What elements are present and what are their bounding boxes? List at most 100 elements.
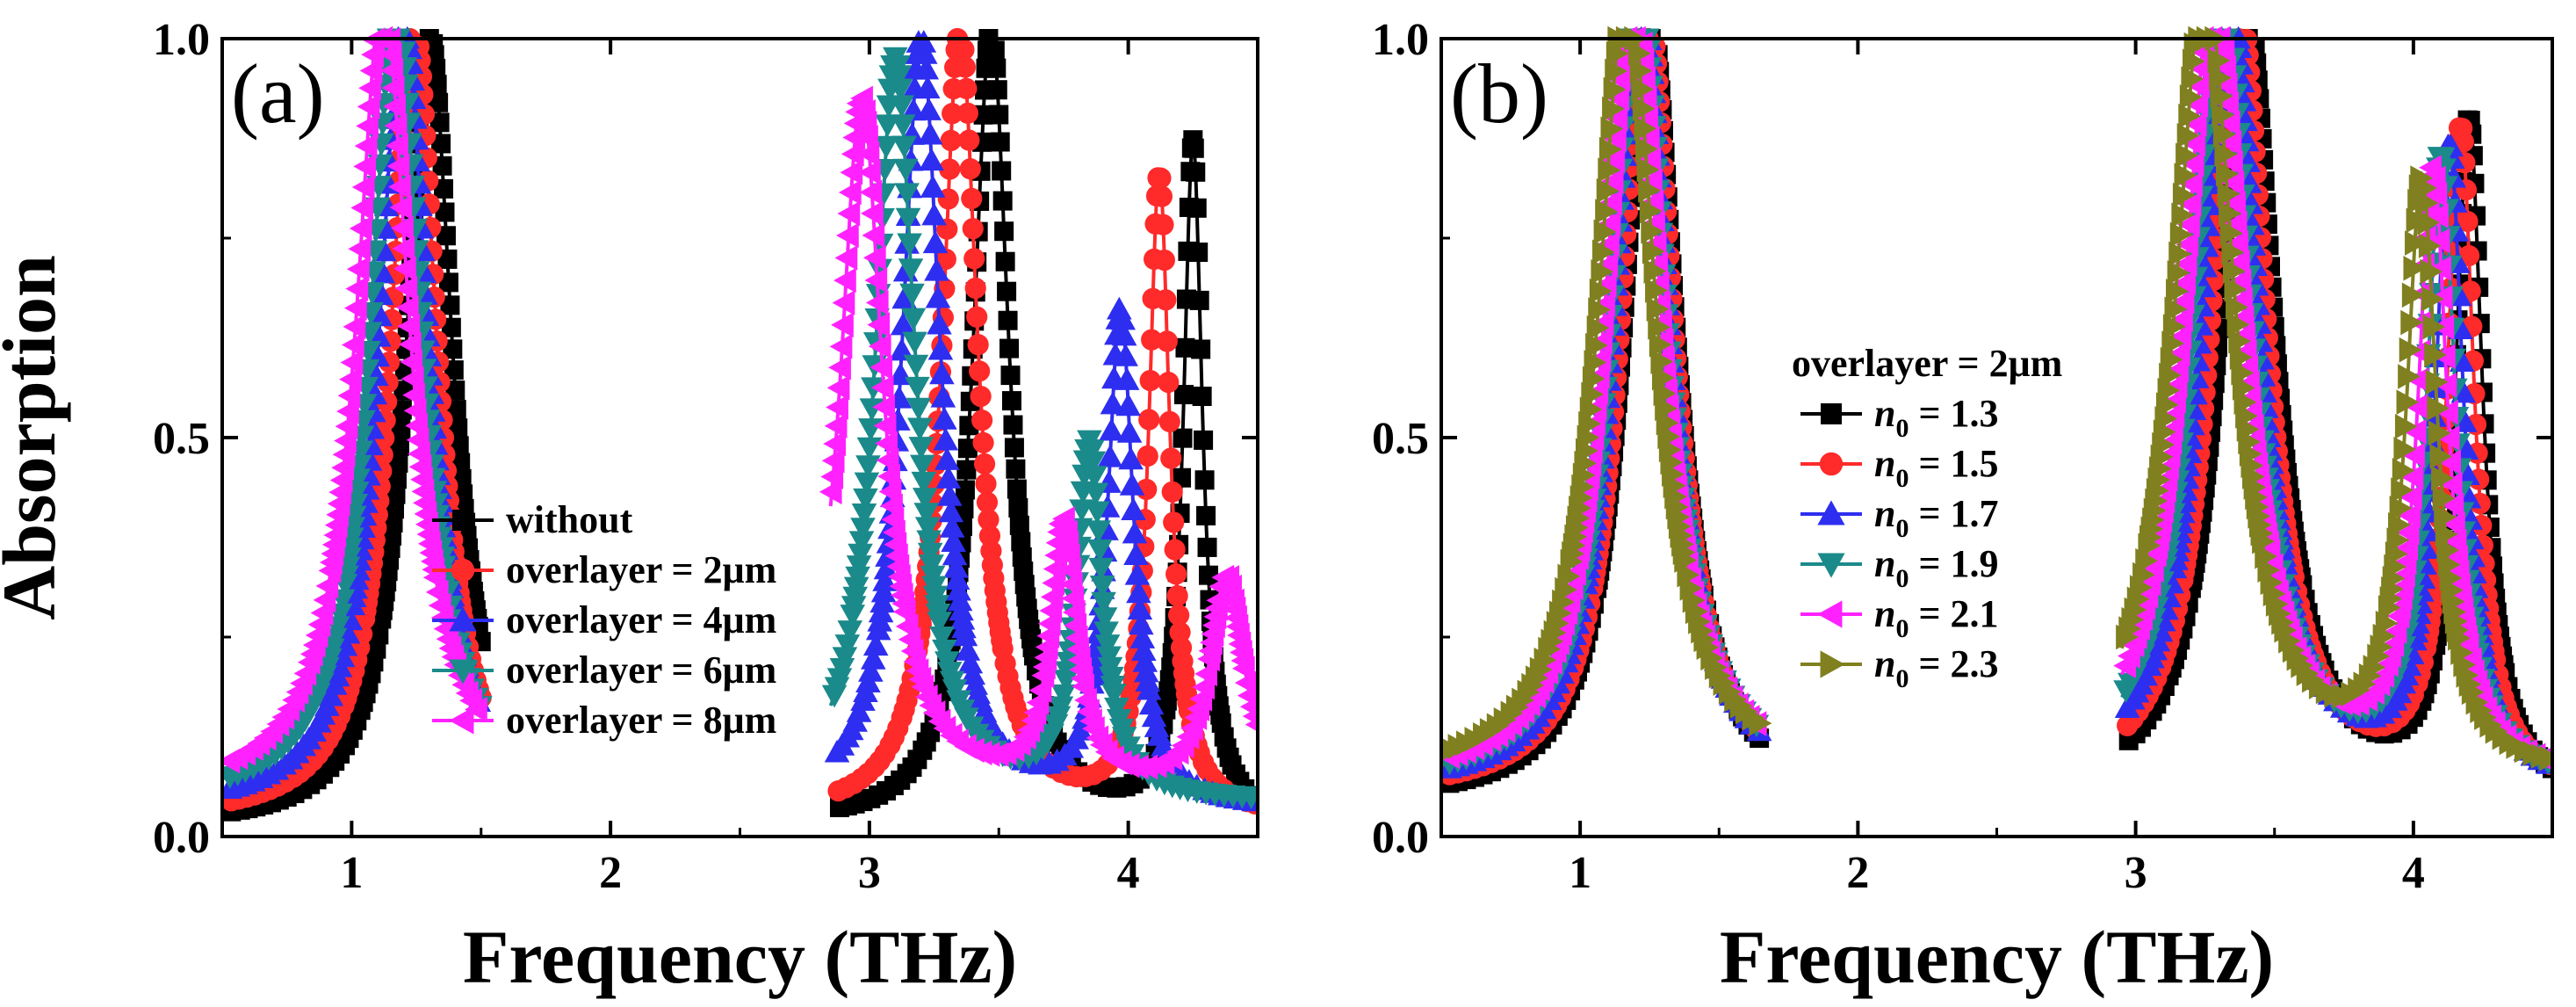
x-tick-label: 4	[2402, 848, 2425, 898]
data-point	[900, 308, 927, 331]
data-point	[2178, 192, 2202, 218]
data-point	[465, 697, 487, 722]
data-point	[335, 413, 358, 439]
data-point	[1091, 591, 1116, 615]
data-point	[1088, 557, 1114, 581]
legend-label-sub: 0	[1895, 564, 1909, 593]
data-point	[383, 93, 406, 120]
data-point	[1164, 539, 1186, 561]
data-point	[1093, 621, 1119, 645]
data-point	[1188, 243, 1209, 263]
data-point	[848, 531, 875, 554]
data-point	[1152, 214, 1174, 235]
data-point	[357, 94, 380, 120]
x-tick-label: 2	[1846, 848, 1869, 898]
data-point	[2389, 496, 2413, 521]
data-point	[855, 455, 881, 479]
data-point	[961, 187, 983, 210]
data-point	[2162, 314, 2186, 339]
data-point	[2427, 395, 2450, 421]
data-point	[914, 517, 941, 540]
data-point	[1631, 76, 1654, 102]
data-point	[2170, 307, 2193, 332]
data-point	[1104, 697, 1129, 721]
data-point	[1173, 428, 1193, 448]
data-point	[862, 245, 886, 271]
data-point	[975, 473, 997, 495]
legend-label-sub: 0	[1895, 664, 1909, 693]
data-point	[2400, 464, 2424, 490]
data-point	[2212, 38, 2235, 63]
data-point	[840, 159, 863, 185]
legend-label: n0 = 2.1	[1874, 592, 1999, 643]
data-point	[917, 121, 943, 145]
data-point	[336, 398, 359, 424]
data-point	[1123, 542, 1149, 565]
data-point	[391, 418, 411, 438]
data-point	[2172, 182, 2196, 208]
data-point	[895, 207, 921, 231]
data-point	[1007, 479, 1027, 499]
data-point	[2393, 436, 2417, 462]
data-point	[820, 464, 844, 489]
data-point	[940, 129, 962, 152]
data-point	[1114, 367, 1140, 390]
data-point	[995, 251, 1015, 272]
data-point	[1645, 278, 1668, 303]
data-point	[1084, 501, 1110, 525]
data-point	[819, 479, 842, 505]
data-point	[1003, 415, 1023, 435]
data-point	[890, 312, 916, 336]
data-point	[2185, 91, 2209, 118]
data-point	[2174, 251, 2197, 277]
data-point	[913, 503, 940, 525]
data-point	[1100, 391, 1126, 415]
data-point	[932, 639, 957, 663]
data-point	[862, 222, 885, 249]
data-point	[1633, 66, 1656, 92]
data-point	[1649, 332, 1672, 358]
data-point	[1634, 116, 1657, 141]
data-point	[853, 488, 878, 511]
data-point	[1161, 481, 1183, 503]
data-point	[2539, 745, 2552, 772]
data-point	[932, 406, 957, 430]
data-point	[444, 360, 464, 380]
legend-label-sub: 0	[1895, 464, 1909, 493]
data-point	[994, 221, 1014, 242]
data-point	[1119, 473, 1145, 496]
data-point	[892, 598, 916, 625]
data-point	[876, 447, 899, 474]
data-point	[936, 482, 963, 506]
data-point	[2236, 371, 2260, 396]
data-point	[2181, 66, 2204, 91]
data-point	[1024, 646, 1044, 666]
data-point	[1191, 339, 1211, 359]
data-point	[906, 397, 932, 421]
data-point	[969, 360, 991, 382]
data-point	[1121, 497, 1146, 520]
data-point	[1606, 85, 1629, 112]
data-point	[826, 395, 848, 420]
data-point	[2422, 165, 2446, 192]
data-point	[1592, 292, 1616, 317]
data-point	[834, 245, 858, 271]
data-point	[427, 75, 447, 95]
data-point	[2428, 256, 2451, 281]
data-point	[1168, 604, 1190, 627]
x-tick-label: 1	[340, 848, 363, 898]
legend-label-val: = 1.3	[1909, 392, 1998, 435]
data-point	[2171, 288, 2195, 315]
data-point	[2399, 337, 2422, 363]
data-point	[1141, 329, 1163, 351]
data-point	[1116, 752, 1140, 779]
data-point	[2439, 471, 2463, 497]
data-point	[358, 75, 381, 101]
legend-item-2: overlayer = 2μm	[432, 548, 776, 591]
data-point	[385, 499, 405, 519]
legend-label-var: n	[1874, 592, 1895, 635]
data-point	[1099, 417, 1124, 441]
data-point	[867, 312, 891, 337]
data-point	[930, 384, 956, 408]
